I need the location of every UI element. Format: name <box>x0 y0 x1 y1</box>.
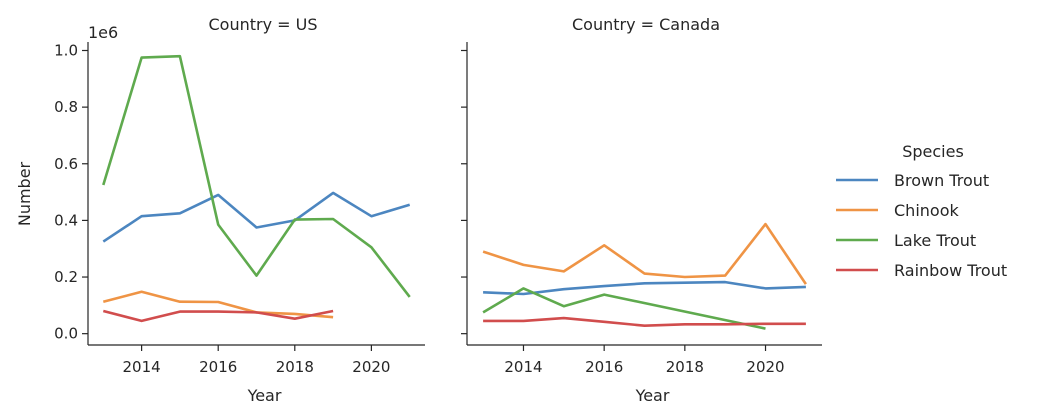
y-axis-label: Number <box>15 161 34 226</box>
y-axis-multiplier: 1e6 <box>88 23 118 42</box>
y-tick-label: 1.0 <box>54 41 78 59</box>
legend-label: Rainbow Trout <box>894 261 1007 280</box>
x-tick-label: 2020 <box>746 358 784 376</box>
facet-panels: Country = US 0.0 0.2 0.4 0.6 0.8 1.0 2014 2016 20… <box>54 15 822 405</box>
panel-title: Country = Canada <box>572 15 720 34</box>
legend-label: Brown Trout <box>894 171 989 190</box>
legend-items: Brown Trout Chinook Lake Trout Rainbow Trou… <box>836 171 1007 280</box>
legend-item-brown-trout: Brown Trout <box>836 171 989 190</box>
series-line-lake-trout <box>102 54 411 298</box>
x-tick-label: 2018 <box>276 358 314 376</box>
legend-item-lake-trout: Lake Trout <box>836 231 976 250</box>
series-line-rainbow-trout <box>483 316 806 328</box>
series-line-lake-trout <box>482 287 766 330</box>
legend-label: Lake Trout <box>894 231 976 250</box>
y-tick-label: 0.2 <box>54 268 78 286</box>
series-line-brown-trout <box>483 280 806 296</box>
legend-item-chinook: Chinook <box>836 201 959 220</box>
y-tick-label: 0.6 <box>54 155 78 173</box>
panel-title: Country = US <box>208 15 317 34</box>
series-line-brown-trout <box>102 191 411 243</box>
panel-country-us: Country = US 0.0 0.2 0.4 0.6 0.8 1.0 2014 2016 20… <box>54 15 425 405</box>
y-tick-label: 0.0 <box>54 325 78 343</box>
series-line-rainbow-trout <box>102 309 334 323</box>
series-line-chinook <box>102 290 334 319</box>
x-tick-label: 2020 <box>352 358 390 376</box>
x-axis-label: Year <box>635 386 670 405</box>
x-tick-label: 2016 <box>199 358 237 376</box>
y-tick-label: 0.4 <box>54 211 78 229</box>
legend: Species Brown Trout Chinook Lake Trout Rain… <box>836 142 1007 280</box>
legend-label: Chinook <box>894 201 959 220</box>
x-tick-label: 2014 <box>123 358 161 376</box>
legend-item-rainbow-trout: Rainbow Trout <box>836 261 1007 280</box>
series-line-chinook <box>482 222 807 285</box>
panel-country-canada: Country = Canada 2014 2016 2018 2020 Year <box>461 15 822 405</box>
x-axis-label: Year <box>247 386 282 405</box>
x-tick-label: 2016 <box>585 358 623 376</box>
y-tick-label: 0.8 <box>54 98 78 116</box>
x-tick-label: 2014 <box>504 358 542 376</box>
legend-title: Species <box>902 142 964 161</box>
x-tick-label: 2018 <box>666 358 704 376</box>
